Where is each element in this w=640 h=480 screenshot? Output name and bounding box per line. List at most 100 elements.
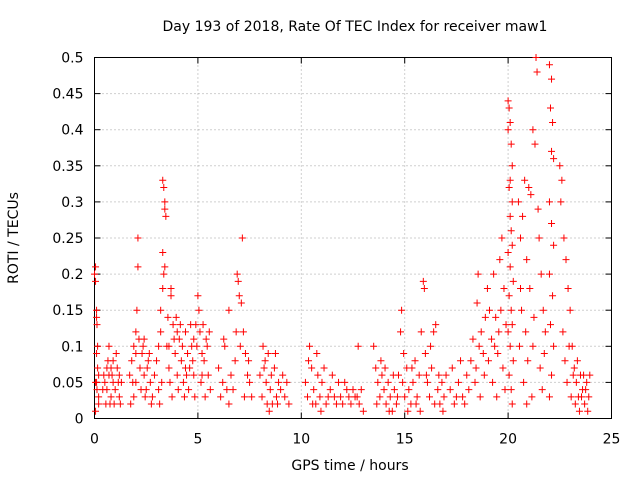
- data-point: [584, 407, 592, 415]
- data-point: [99, 386, 107, 394]
- data-point: [93, 350, 101, 358]
- data-point: [548, 147, 556, 155]
- data-point: [204, 371, 212, 379]
- data-point: [199, 321, 207, 329]
- data-point: [502, 321, 510, 329]
- data-point: [507, 306, 515, 314]
- data-point: [93, 321, 101, 329]
- data-point: [179, 378, 187, 386]
- data-point: [256, 371, 264, 379]
- data-point: [146, 378, 154, 386]
- data-point: [198, 371, 206, 379]
- data-point: [134, 263, 142, 271]
- data-point: [475, 342, 483, 350]
- data-point: [128, 357, 136, 365]
- data-point: [155, 386, 163, 394]
- data-point: [217, 393, 225, 401]
- data-point: [565, 342, 573, 350]
- data-point: [189, 357, 197, 365]
- x-tick-label: 0: [90, 432, 99, 448]
- data-point: [168, 393, 176, 401]
- data-point: [359, 407, 367, 415]
- data-point: [582, 386, 590, 394]
- data-point: [304, 393, 312, 401]
- data-point: [515, 342, 523, 350]
- data-point: [181, 364, 189, 372]
- data-point: [200, 357, 208, 365]
- data-point: [501, 386, 509, 394]
- data-point: [525, 183, 533, 191]
- data-point: [194, 292, 202, 300]
- data-point: [92, 378, 100, 386]
- data-point: [506, 212, 514, 220]
- data-point: [140, 371, 148, 379]
- data-point: [434, 386, 442, 394]
- data-point: [419, 277, 427, 285]
- data-point: [94, 364, 102, 372]
- data-point: [571, 400, 579, 408]
- data-point: [165, 342, 173, 350]
- data-point: [423, 378, 431, 386]
- data-point: [111, 386, 119, 394]
- data-point: [412, 400, 420, 408]
- data-point: [421, 350, 429, 358]
- data-point: [507, 227, 515, 235]
- data-point: [139, 342, 147, 350]
- data-point: [420, 285, 428, 293]
- data-point: [531, 140, 539, 148]
- data-point: [520, 378, 528, 386]
- data-point: [476, 393, 484, 401]
- data-point: [548, 75, 556, 83]
- data-point: [234, 277, 242, 285]
- data-point: [202, 335, 210, 343]
- data-point: [376, 393, 384, 401]
- data-point: [137, 386, 145, 394]
- data-point: [454, 378, 462, 386]
- data-point: [343, 386, 351, 394]
- data-point: [93, 313, 101, 321]
- data-point: [309, 400, 317, 408]
- data-point: [385, 407, 393, 415]
- y-tick-label: 0: [75, 412, 84, 428]
- data-point: [488, 335, 496, 343]
- data-point: [245, 357, 253, 365]
- data-point: [393, 393, 401, 401]
- data-point: [457, 357, 465, 365]
- data-point: [100, 371, 108, 379]
- data-point: [465, 386, 473, 394]
- data-point: [378, 371, 386, 379]
- data-point: [281, 393, 289, 401]
- data-point: [258, 393, 266, 401]
- data-point: [126, 371, 134, 379]
- data-point: [240, 393, 248, 401]
- data-point: [534, 205, 542, 213]
- data-point: [432, 321, 440, 329]
- data-point: [223, 386, 231, 394]
- data-point: [550, 155, 558, 163]
- data-point: [161, 198, 169, 206]
- x-tick-label: 25: [603, 432, 621, 448]
- data-point: [448, 364, 456, 372]
- data-point: [564, 285, 572, 293]
- data-point: [548, 220, 556, 228]
- data-point: [529, 126, 537, 134]
- data-point: [191, 393, 199, 401]
- data-point: [569, 371, 577, 379]
- data-point: [215, 364, 223, 372]
- data-point: [389, 371, 397, 379]
- data-point: [109, 357, 117, 365]
- data-point: [477, 328, 485, 336]
- data-point: [563, 378, 571, 386]
- data-point: [271, 350, 279, 358]
- data-point: [92, 263, 100, 271]
- data-point: [417, 328, 425, 336]
- data-point: [132, 350, 140, 358]
- data-point: [171, 350, 179, 358]
- data-point: [275, 378, 283, 386]
- data-point: [279, 371, 287, 379]
- data-point: [380, 386, 388, 394]
- data-point: [539, 306, 547, 314]
- data-point: [91, 270, 98, 278]
- data-point: [353, 393, 361, 401]
- data-point: [262, 378, 270, 386]
